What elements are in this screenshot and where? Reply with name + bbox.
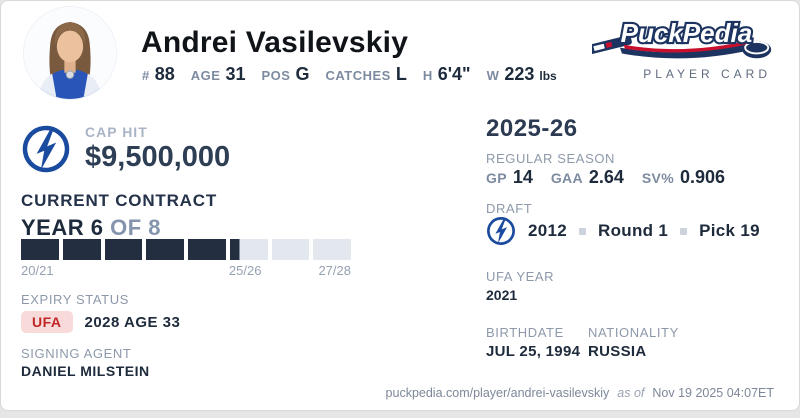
- cap-hit-label: CAP HIT: [85, 124, 148, 140]
- season-heading: 2025-26: [486, 115, 578, 142]
- signing-agent-label: SIGNING AGENT: [21, 346, 132, 361]
- season-stats-row: GP 14 GAA 2.64 SV% 0.906: [486, 167, 725, 188]
- separator-square-icon: [680, 227, 688, 235]
- contract-year-total: OF 8: [110, 215, 162, 240]
- cap-hit-value: $9,500,000: [85, 141, 231, 173]
- draft-round: Round 1: [598, 221, 669, 240]
- draft-label: DRAFT: [486, 201, 533, 216]
- contract-year-segment: [229, 239, 268, 260]
- draft-year: 2012: [528, 221, 568, 240]
- expiry-year-age: 2028 AGE 33: [84, 313, 181, 331]
- player-position: POS G: [261, 64, 310, 84]
- ufa-year-value: 2021: [486, 287, 518, 303]
- contract-year-segment: [104, 239, 143, 260]
- birthdate-label: BIRTHDATE: [486, 325, 564, 340]
- contract-year-segment: [313, 239, 351, 260]
- jersey-number: # 88: [142, 64, 175, 84]
- tampa-bay-lightning-logo-icon: [21, 124, 71, 174]
- separator-square-icon: [579, 227, 587, 235]
- footer-as-of-label: as of: [617, 386, 645, 400]
- signing-agent-name: DANIEL MILSTEIN: [21, 363, 150, 379]
- contract-bar-ticks: 20/21 25/26 27/28: [21, 263, 351, 279]
- contract-year-segment: [271, 239, 310, 260]
- contract-year-segment: [188, 239, 226, 260]
- draft-team-logo-icon: [486, 216, 516, 246]
- footer: puckpedia.com/player/andrei-vasilevskiy …: [386, 386, 774, 400]
- footer-timestamp: Nov 19 2025 04:07ET: [652, 386, 774, 400]
- svg-text:PuckPedia: PuckPedia: [621, 18, 753, 48]
- stat-games-played: GP 14: [486, 167, 533, 187]
- cap-hit-text: CAP HIT $9,500,000: [85, 124, 230, 174]
- cap-hit-section: CAP HIT $9,500,000: [21, 124, 230, 174]
- player-catches: CATCHES L: [325, 64, 407, 84]
- stat-goals-against-average: GAA 2.64: [550, 167, 624, 187]
- stat-save-percentage: SV% 0.906: [641, 167, 725, 187]
- ufa-year-label: UFA YEAR: [486, 269, 555, 284]
- contract-year-segment: [146, 239, 184, 260]
- player-weight: W 223 lbs: [486, 64, 557, 84]
- birthdate-value: JUL 25, 1994: [486, 343, 581, 360]
- ufa-status-badge: UFA: [21, 311, 73, 333]
- page-title-player-name: Andrei Vasilevskiy: [141, 26, 409, 59]
- contract-year-indicator: YEAR 6 OF 8: [21, 215, 161, 241]
- contract-progress-bar: [21, 239, 351, 260]
- puckpedia-brand: PuckPedia PLAYER CARD: [592, 13, 777, 81]
- player-age: AGE 31: [190, 64, 246, 84]
- player-photo: [23, 6, 117, 100]
- player-vitals-row: # 88 AGE 31 POS G CATCHES L H 6'4" W 223…: [142, 64, 557, 85]
- expiry-status-label: EXPIRY STATUS: [21, 292, 129, 307]
- nationality-value: RUSSIA: [588, 343, 647, 360]
- expiry-status-row: UFA 2028 AGE 33: [21, 311, 180, 333]
- footer-profile-url[interactable]: puckpedia.com/player/andrei-vasilevskiy: [385, 386, 610, 400]
- contract-year-segment: [62, 239, 101, 260]
- tick-label-mid: 25/26: [228, 263, 262, 278]
- draft-pick: Pick 19: [699, 221, 760, 240]
- contract-year-current: YEAR 6: [21, 215, 104, 240]
- tick-label-end: 27/28: [318, 263, 351, 278]
- tick-label-start: 20/21: [21, 263, 54, 278]
- contract-year-segment: [21, 239, 59, 260]
- nationality-label: NATIONALITY: [588, 325, 679, 340]
- brand-tagline: PLAYER CARD: [643, 67, 771, 81]
- player-height: H 6'4": [422, 64, 471, 84]
- regular-season-label: REGULAR SEASON: [486, 151, 616, 166]
- puckpedia-logo-icon: PuckPedia: [592, 16, 772, 59]
- draft-info-row: 2012 Round 1 Pick 19: [486, 216, 760, 246]
- player-avatar-illustration: [23, 6, 117, 100]
- current-contract-heading: CURRENT CONTRACT: [21, 191, 218, 210]
